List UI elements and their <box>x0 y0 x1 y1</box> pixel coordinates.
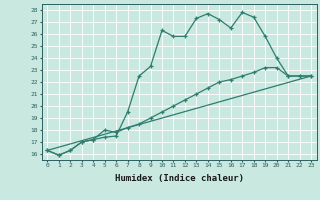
X-axis label: Humidex (Indice chaleur): Humidex (Indice chaleur) <box>115 174 244 183</box>
